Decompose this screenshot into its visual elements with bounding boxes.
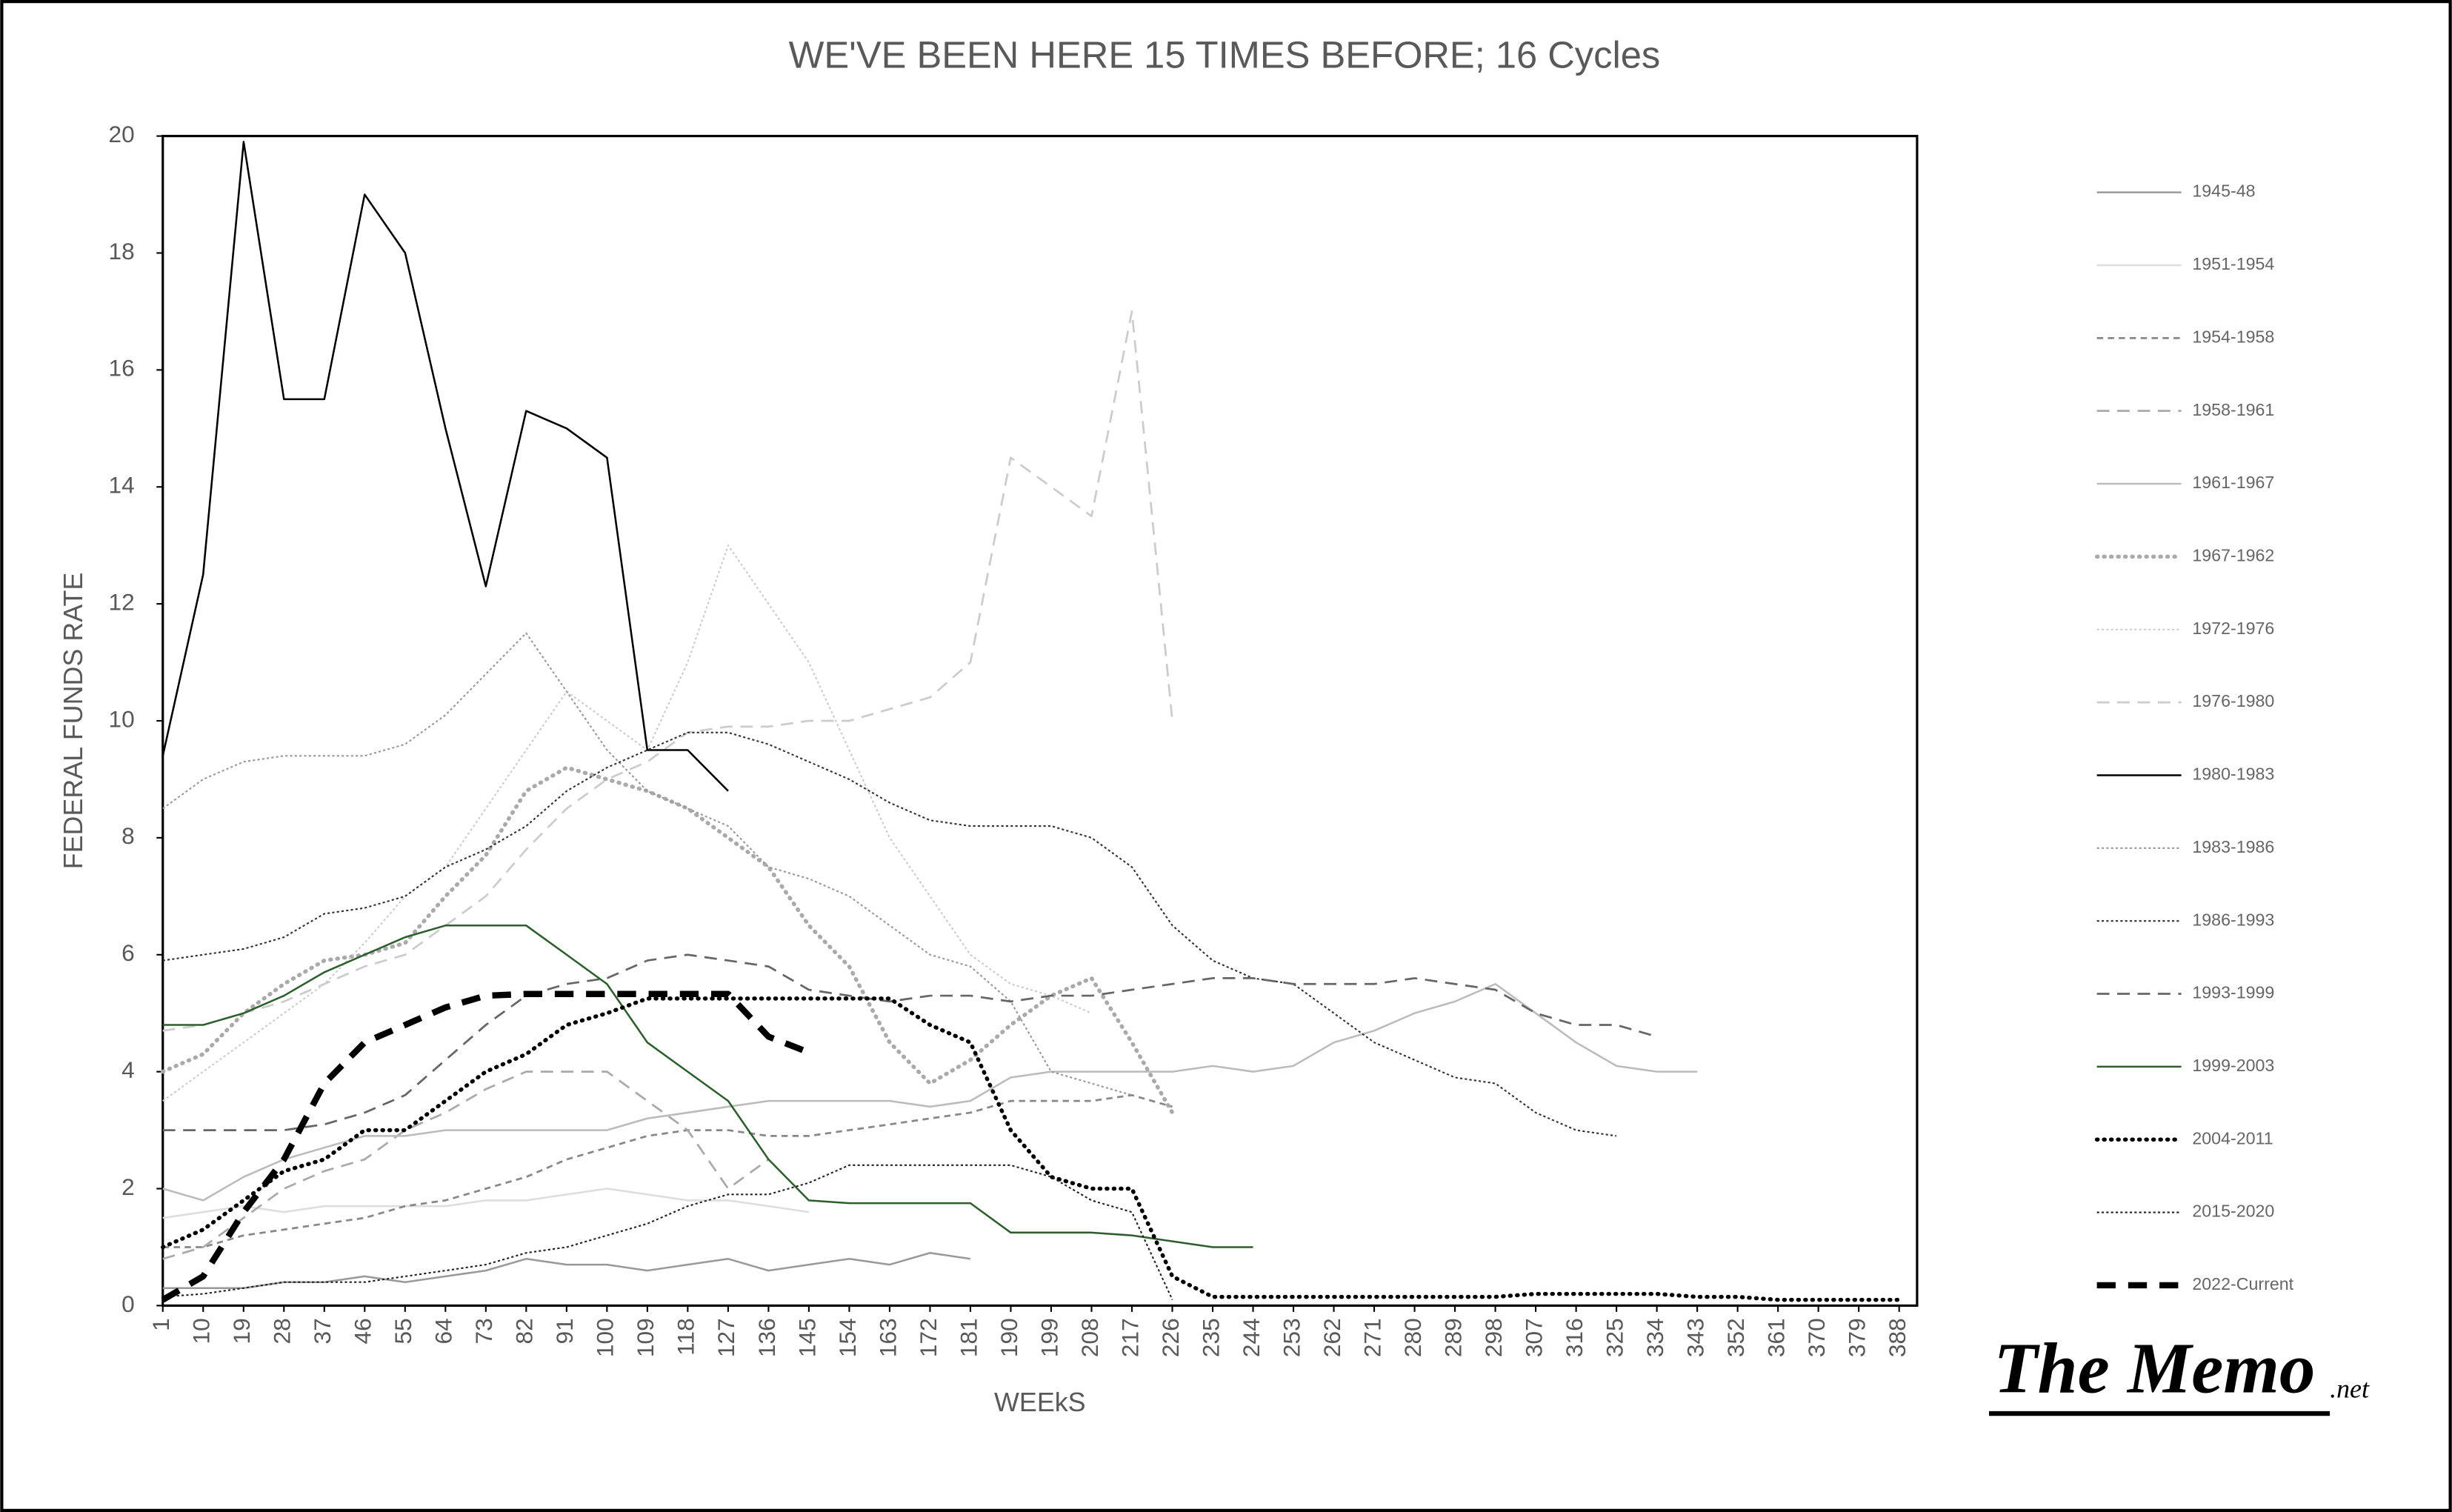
x-tick-label: 181 [955, 1318, 982, 1357]
x-tick-label: 262 [1319, 1318, 1345, 1357]
x-tick-label: 1 [147, 1318, 174, 1331]
x-tick-label: 208 [1076, 1318, 1103, 1357]
chart-title: WE'VE BEEN HERE 15 TIMES BEFORE; 16 Cycl… [789, 33, 1661, 76]
legend-label: 1993-1999 [2192, 983, 2274, 1002]
legend-label: 1972-1976 [2192, 619, 2274, 638]
series-line [162, 1093, 1173, 1248]
x-tick-label: 271 [1359, 1318, 1385, 1357]
legend-label: 1954-1958 [2192, 327, 2274, 346]
x-tick-label: 163 [874, 1318, 901, 1357]
x-tick-label: 199 [1036, 1318, 1062, 1357]
y-tick-label: 20 [109, 121, 135, 147]
series-line [161, 990, 810, 1303]
x-tick-label: 352 [1722, 1318, 1749, 1357]
legend-label: 1976-1980 [2192, 691, 2274, 710]
legend-label: 1980-1983 [2192, 765, 2274, 784]
x-tick-label: 370 [1803, 1318, 1830, 1357]
legend-label: 1945-48 [2192, 181, 2255, 201]
y-tick-label: 14 [109, 472, 135, 499]
x-tick-label: 244 [1238, 1318, 1265, 1357]
y-tick-label: 8 [121, 822, 135, 849]
series-line [162, 544, 1092, 1102]
x-tick-label: 172 [915, 1318, 942, 1357]
x-tick-label: 280 [1399, 1318, 1426, 1357]
x-tick-label: 379 [1844, 1318, 1870, 1357]
legend-label: 1986-1993 [2192, 910, 2274, 929]
series-line [162, 1251, 971, 1290]
x-tick-label: 46 [350, 1318, 376, 1344]
x-tick-label: 118 [673, 1318, 699, 1355]
x-tick-label: 361 [1763, 1318, 1790, 1357]
x-tick-label: 82 [511, 1318, 538, 1344]
x-tick-label: 19 [228, 1318, 255, 1344]
y-tick-label: 4 [121, 1056, 135, 1083]
x-tick-label: 226 [1157, 1318, 1184, 1357]
x-tick-label: 253 [1278, 1318, 1305, 1357]
y-axis-label: FEDERAL FUNDS RATE [59, 573, 88, 870]
x-tick-label: 73 [470, 1318, 497, 1344]
series-line [162, 632, 1133, 1096]
series-line [162, 1188, 810, 1219]
x-tick-label: 334 [1642, 1318, 1668, 1357]
x-tick-label: 28 [269, 1318, 296, 1344]
x-tick-label: 217 [1116, 1318, 1143, 1357]
legend-label: 1951-1954 [2192, 254, 2274, 273]
legend-label: 1999-2003 [2192, 1056, 2274, 1075]
x-tick-label: 37 [309, 1318, 336, 1344]
x-tick-label: 343 [1682, 1318, 1708, 1357]
x-tick-label: 100 [592, 1318, 619, 1357]
x-tick-label: 154 [834, 1318, 861, 1357]
logo: The Memo [1993, 1328, 2315, 1408]
x-tick-label: 136 [753, 1318, 780, 1357]
x-tick-label: 235 [1197, 1318, 1224, 1357]
series-line [162, 1164, 1173, 1301]
series-line [162, 982, 1698, 1202]
x-tick-label: 316 [1561, 1318, 1588, 1357]
x-tick-label: 55 [390, 1318, 416, 1344]
x-tick-label: 64 [430, 1318, 457, 1344]
legend-label: 1967-1962 [2192, 546, 2274, 565]
x-tick-label: 91 [551, 1318, 578, 1344]
x-tick-label: 298 [1480, 1318, 1507, 1357]
series-line [162, 731, 1617, 1137]
legend-label: 2022-Current [2192, 1274, 2293, 1293]
x-tick-label: 127 [713, 1318, 739, 1357]
series-line [161, 141, 729, 792]
x-axis-label: WEEkS [994, 1388, 1086, 1417]
y-tick-label: 12 [109, 588, 135, 615]
series-line [162, 925, 1253, 1248]
x-tick-label: 190 [996, 1318, 1022, 1357]
legend-label: 2004-2011 [2192, 1128, 2273, 1148]
x-tick-label: 109 [632, 1318, 659, 1357]
y-tick-label: 16 [109, 355, 135, 382]
logo-suffix: .net [2330, 1374, 2370, 1404]
series-line [161, 996, 1902, 1302]
x-tick-label: 388 [1884, 1318, 1910, 1357]
legend-label: 2015-2020 [2192, 1202, 2274, 1221]
y-tick-label: 0 [121, 1290, 135, 1317]
x-tick-label: 145 [793, 1318, 820, 1357]
legend-label: 1983-1986 [2192, 837, 2274, 856]
x-tick-label: 307 [1520, 1318, 1547, 1357]
x-tick-label: 10 [188, 1318, 215, 1344]
y-tick-label: 6 [121, 939, 135, 966]
y-tick-label: 2 [121, 1173, 135, 1200]
y-tick-label: 18 [109, 238, 135, 264]
x-tick-label: 289 [1439, 1318, 1466, 1357]
series-line [162, 953, 1658, 1131]
y-tick-label: 10 [109, 705, 135, 732]
legend-label: 1961-1967 [2192, 473, 2274, 492]
x-tick-label: 325 [1601, 1318, 1628, 1357]
series-line [162, 310, 1173, 1032]
legend-label: 1958-1961 [2192, 400, 2274, 419]
